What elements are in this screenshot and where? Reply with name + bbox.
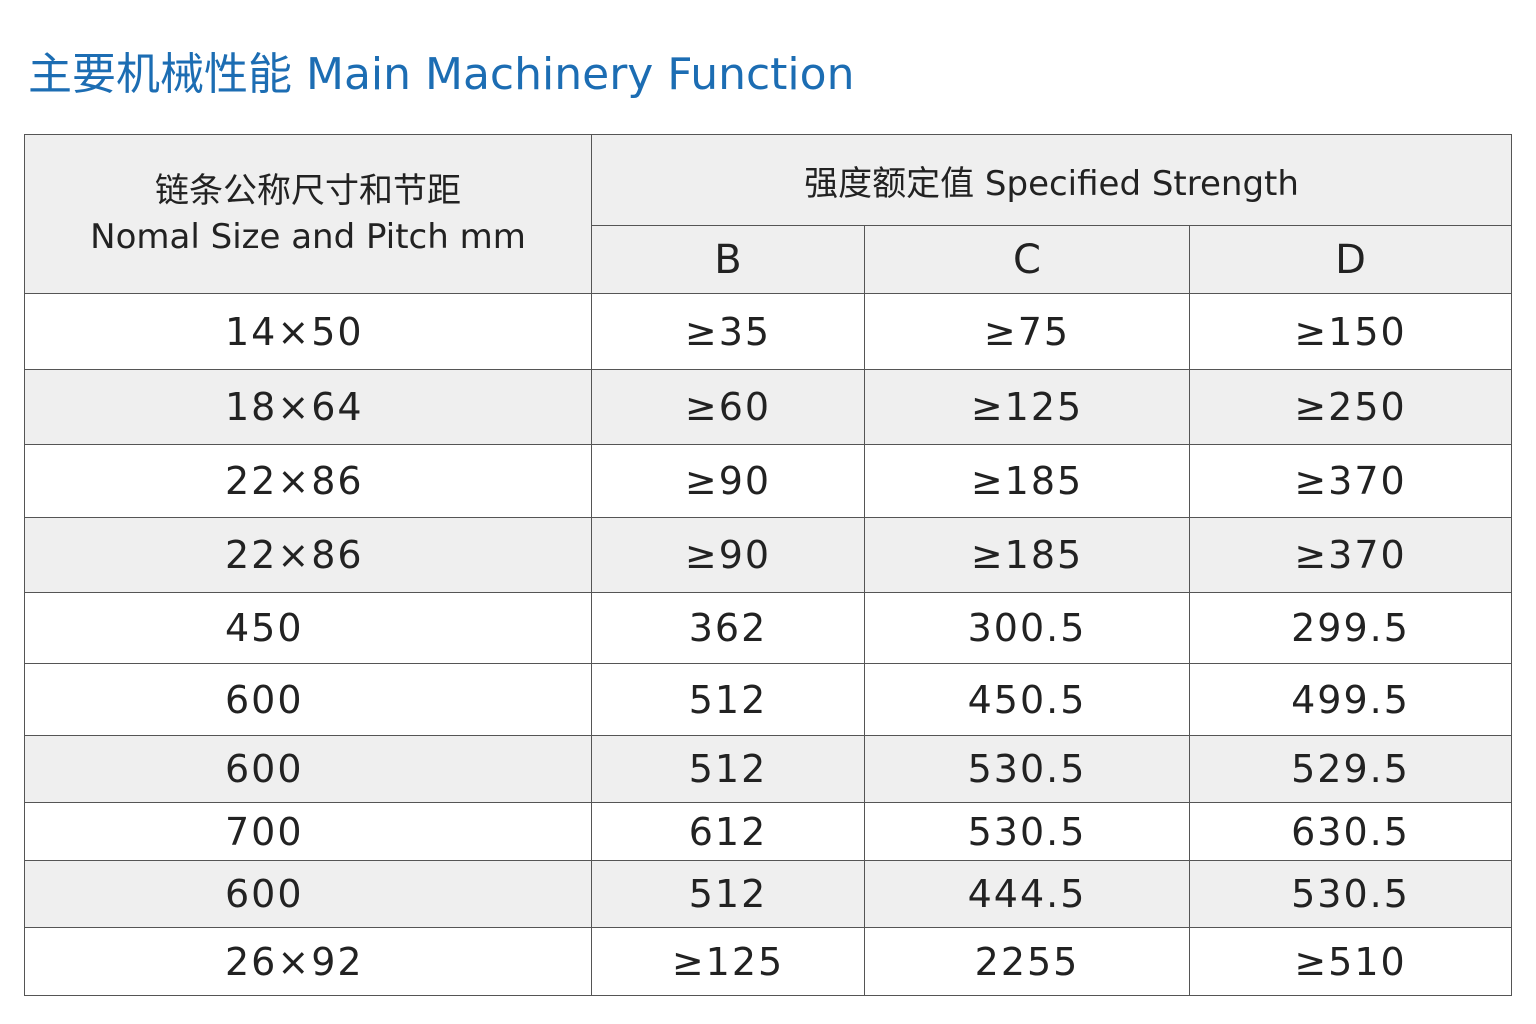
table-cell: ≥90: [591, 444, 865, 518]
table-cell: ≥370: [1188, 444, 1513, 518]
table-cell: 529.5: [1188, 735, 1513, 803]
header-text: 链条公称尺寸和节距: [155, 171, 461, 211]
table-cell: ≥60: [591, 369, 865, 445]
header-cell: 链条公称尺寸和节距 Nomal Size and Pitch mm: [24, 134, 592, 294]
table-cell: 22×86: [24, 444, 592, 518]
table-cell: ≥35: [591, 293, 865, 370]
table-cell: 499.5: [1188, 663, 1513, 736]
table-cell: ≥370: [1188, 517, 1513, 593]
table-cell: 362: [591, 592, 865, 664]
table-cell: 18×64: [24, 369, 592, 445]
header-cell: B: [591, 225, 865, 294]
table-row: 600 512 450.5 499.5: [24, 663, 1513, 736]
table-cell: ≥510: [1188, 927, 1513, 996]
table-cell: 612: [591, 802, 865, 861]
header-cell: C: [864, 225, 1190, 294]
table-cell: 22×86: [24, 517, 592, 593]
table-cell: 600: [24, 735, 592, 803]
table-row: 22×86 ≥90 ≥185 ≥370: [24, 444, 1513, 518]
table-cell: 530.5: [864, 802, 1190, 861]
table-cell: ≥185: [864, 444, 1190, 518]
table-row: 700 612 530.5 630.5: [24, 802, 1513, 861]
header-cell: 强度额定值 Specified Strength: [590, 134, 1513, 226]
table-cell: ≥250: [1188, 369, 1513, 445]
table-cell: 26×92: [24, 927, 592, 996]
table-row: 600 512 444.5 530.5: [24, 860, 1513, 928]
table-row: 26×92 ≥125 2255 ≥510: [24, 927, 1513, 996]
table-cell: 530.5: [1188, 860, 1513, 928]
table-cell: 14×50: [24, 293, 592, 370]
table-cell: 530.5: [864, 735, 1190, 803]
table-row: 22×86 ≥90 ≥185 ≥370: [24, 517, 1513, 593]
header-row: 链条公称尺寸和节距 Nomal Size and Pitch mm 强度额定值 …: [24, 134, 1513, 294]
table-cell: ≥150: [1188, 293, 1513, 370]
table-cell: 450: [24, 592, 592, 664]
page-title: 主要机械性能 Main Machinery Function: [28, 49, 855, 100]
header-cell: D: [1188, 225, 1513, 294]
strength-table: 链条公称尺寸和节距 Nomal Size and Pitch mm 强度额定值 …: [24, 134, 1513, 996]
table-row: 14×50 ≥35 ≥75 ≥150: [24, 293, 1513, 370]
table-row: 450 362 300.5 299.5: [24, 592, 1513, 664]
table-cell: ≥185: [864, 517, 1190, 593]
table-cell: 450.5: [864, 663, 1190, 736]
header-text: Nomal Size and Pitch mm: [90, 217, 526, 257]
table-row: 18×64 ≥60 ≥125 ≥250: [24, 369, 1513, 445]
table-cell: 444.5: [864, 860, 1190, 928]
table-cell: 630.5: [1188, 802, 1513, 861]
table-cell: 600: [24, 860, 592, 928]
table-cell: 512: [591, 735, 865, 803]
table-cell: 2255: [864, 927, 1190, 996]
table-cell: ≥90: [591, 517, 865, 593]
table-cell: 300.5: [864, 592, 1190, 664]
table-cell: ≥125: [864, 369, 1190, 445]
table-cell: 299.5: [1188, 592, 1513, 664]
table-row: 600 512 530.5 529.5: [24, 735, 1513, 803]
table-cell: 512: [591, 860, 865, 928]
table-cell: ≥75: [864, 293, 1190, 370]
table-cell: 600: [24, 663, 592, 736]
table-body: 链条公称尺寸和节距 Nomal Size and Pitch mm 强度额定值 …: [24, 134, 1513, 996]
table-cell: ≥125: [591, 927, 865, 996]
table-cell: 700: [24, 802, 592, 861]
table-cell: 512: [591, 663, 865, 736]
